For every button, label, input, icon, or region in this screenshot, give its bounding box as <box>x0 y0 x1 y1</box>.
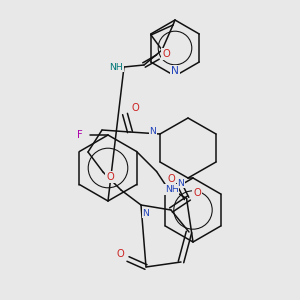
Text: N: N <box>178 178 184 188</box>
Text: N: N <box>142 208 149 217</box>
Text: O: O <box>116 249 124 259</box>
Text: N: N <box>150 128 156 136</box>
Text: O: O <box>168 173 176 184</box>
Text: O: O <box>193 188 201 198</box>
Text: NH: NH <box>165 185 178 194</box>
Text: N: N <box>171 66 179 76</box>
Text: NH: NH <box>109 62 123 71</box>
Text: F: F <box>77 130 83 140</box>
Text: O: O <box>162 49 170 59</box>
Text: O: O <box>106 172 114 182</box>
Text: O: O <box>131 103 139 113</box>
